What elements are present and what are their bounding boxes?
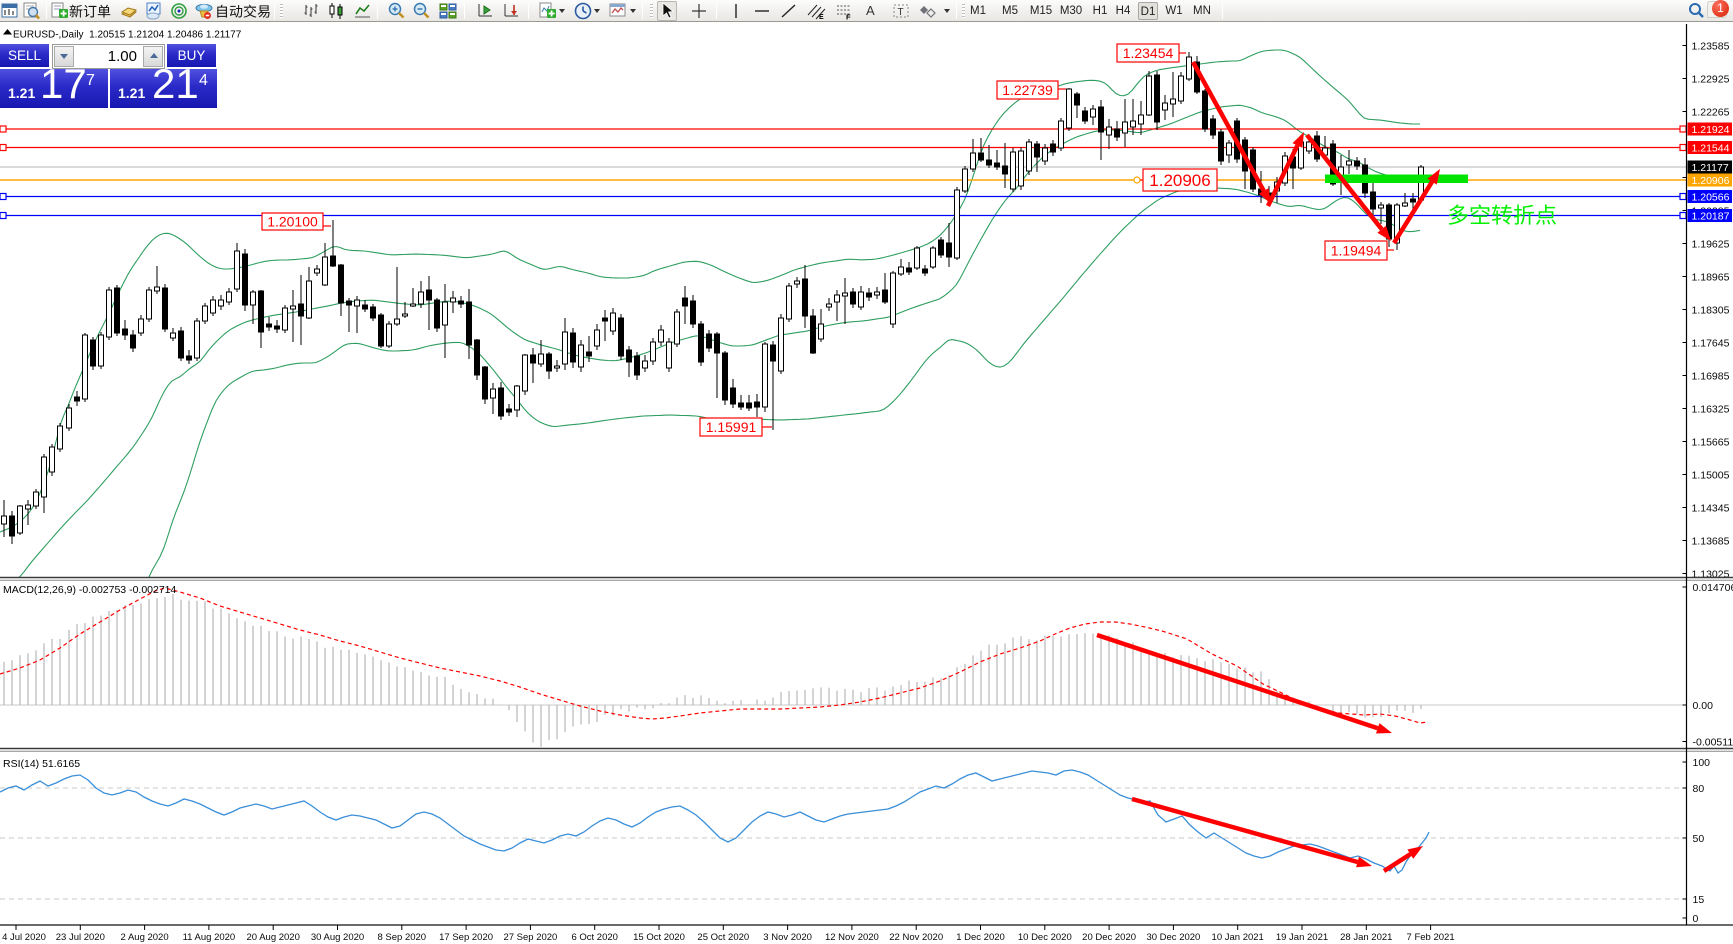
svg-text:28 Jan 2021: 28 Jan 2021 [1340, 932, 1392, 943]
svg-text:6 Oct 2020: 6 Oct 2020 [571, 932, 617, 943]
svg-text:11 Aug 2020: 11 Aug 2020 [183, 932, 236, 943]
svg-text:19 Jan 2021: 19 Jan 2021 [1276, 932, 1328, 943]
svg-text:1.21177: 1.21177 [1692, 162, 1729, 174]
svg-text:1.23454: 1.23454 [1123, 45, 1174, 61]
svg-text:25 Oct 2020: 25 Oct 2020 [697, 932, 749, 943]
svg-text:3 Nov 2020: 3 Nov 2020 [763, 932, 812, 943]
svg-text:1.20566: 1.20566 [1692, 192, 1730, 204]
svg-text:8 Sep 2020: 8 Sep 2020 [377, 932, 426, 943]
svg-text:1.15665: 1.15665 [1692, 437, 1730, 449]
svg-text:23 Jul 2020: 23 Jul 2020 [56, 932, 105, 943]
svg-text:0.00: 0.00 [1693, 700, 1714, 712]
svg-text:1.18965: 1.18965 [1692, 272, 1730, 284]
svg-text:1.15005: 1.15005 [1692, 470, 1730, 482]
svg-text:E: E [819, 14, 824, 20]
svg-text:1 Dec 2020: 1 Dec 2020 [956, 932, 1005, 943]
svg-text:EURUSD-,Daily 1.20515 1.21204: EURUSD-,Daily 1.20515 1.21204 1.20486 1.… [13, 30, 242, 41]
svg-text:27 Sep 2020: 27 Sep 2020 [503, 932, 557, 943]
svg-text:50: 50 [1693, 833, 1705, 845]
svg-text:30 Aug 2020: 30 Aug 2020 [311, 932, 364, 943]
svg-text:30 Dec 2020: 30 Dec 2020 [1146, 932, 1200, 943]
svg-text:1.15991: 1.15991 [706, 419, 757, 435]
svg-text:1.22265: 1.22265 [1692, 107, 1730, 119]
svg-text:1.16985: 1.16985 [1692, 371, 1730, 383]
svg-text:1.17645: 1.17645 [1692, 338, 1730, 350]
svg-text:12 Nov 2020: 12 Nov 2020 [825, 932, 879, 943]
svg-text:1.13025: 1.13025 [1692, 569, 1730, 581]
svg-text:1.21924: 1.21924 [1692, 124, 1730, 136]
svg-text:2 Aug 2020: 2 Aug 2020 [121, 932, 169, 943]
svg-text:1.22925: 1.22925 [1692, 74, 1730, 86]
svg-text:100: 100 [1693, 757, 1711, 769]
svg-text:22 Nov 2020: 22 Nov 2020 [889, 932, 943, 943]
svg-text:1.19494: 1.19494 [1331, 243, 1382, 259]
svg-text:1.16325: 1.16325 [1692, 404, 1730, 416]
svg-text:T: T [898, 7, 904, 18]
svg-text:1.18305: 1.18305 [1692, 305, 1730, 317]
svg-text:1.20100: 1.20100 [267, 214, 318, 230]
svg-text:17 Sep 2020: 17 Sep 2020 [439, 932, 493, 943]
svg-text:80: 80 [1693, 783, 1705, 795]
svg-text:1.22739: 1.22739 [1002, 82, 1053, 98]
svg-text:20 Aug 2020: 20 Aug 2020 [247, 932, 300, 943]
svg-text:1.14345: 1.14345 [1692, 503, 1730, 515]
svg-text:1.13685: 1.13685 [1692, 536, 1730, 548]
svg-text:15 Oct 2020: 15 Oct 2020 [633, 932, 685, 943]
svg-text:1.20187: 1.20187 [1692, 211, 1730, 223]
svg-text:1.20906: 1.20906 [1692, 175, 1730, 187]
svg-text:1.23585: 1.23585 [1692, 41, 1730, 53]
svg-text:F: F [846, 13, 851, 21]
svg-text:1.20906: 1.20906 [1149, 171, 1210, 190]
svg-text:1.19625: 1.19625 [1692, 239, 1730, 251]
svg-text:4 Jul 2020: 4 Jul 2020 [2, 932, 46, 943]
svg-text:0: 0 [1693, 913, 1699, 925]
svg-text:-0.005113: -0.005113 [1693, 737, 1733, 749]
svg-text:0.014706: 0.014706 [1693, 582, 1733, 594]
svg-text:MACD(12,26,9) -0.002753 -0.002: MACD(12,26,9) -0.002753 -0.002714 [3, 584, 177, 596]
svg-text:15: 15 [1693, 894, 1705, 906]
svg-text:10 Jan 2021: 10 Jan 2021 [1212, 932, 1264, 943]
svg-text:7 Feb 2021: 7 Feb 2021 [1407, 932, 1455, 943]
svg-text:RSI(14) 51.6165: RSI(14) 51.6165 [3, 758, 80, 770]
svg-text:10 Dec 2020: 10 Dec 2020 [1018, 932, 1072, 943]
svg-text:20 Dec 2020: 20 Dec 2020 [1082, 932, 1136, 943]
svg-text:1.21544: 1.21544 [1692, 143, 1730, 155]
